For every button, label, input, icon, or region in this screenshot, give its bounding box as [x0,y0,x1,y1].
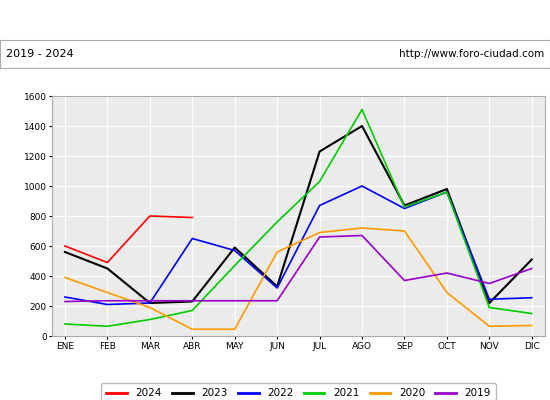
Legend: 2024, 2023, 2022, 2021, 2020, 2019: 2024, 2023, 2022, 2021, 2020, 2019 [101,383,496,400]
Text: Evolucion Nº Turistas Nacionales en el municipio de Fuentenava de Jábaga: Evolucion Nº Turistas Nacionales en el m… [28,14,522,26]
Text: http://www.foro-ciudad.com: http://www.foro-ciudad.com [399,49,544,59]
Text: 2019 - 2024: 2019 - 2024 [6,49,73,59]
